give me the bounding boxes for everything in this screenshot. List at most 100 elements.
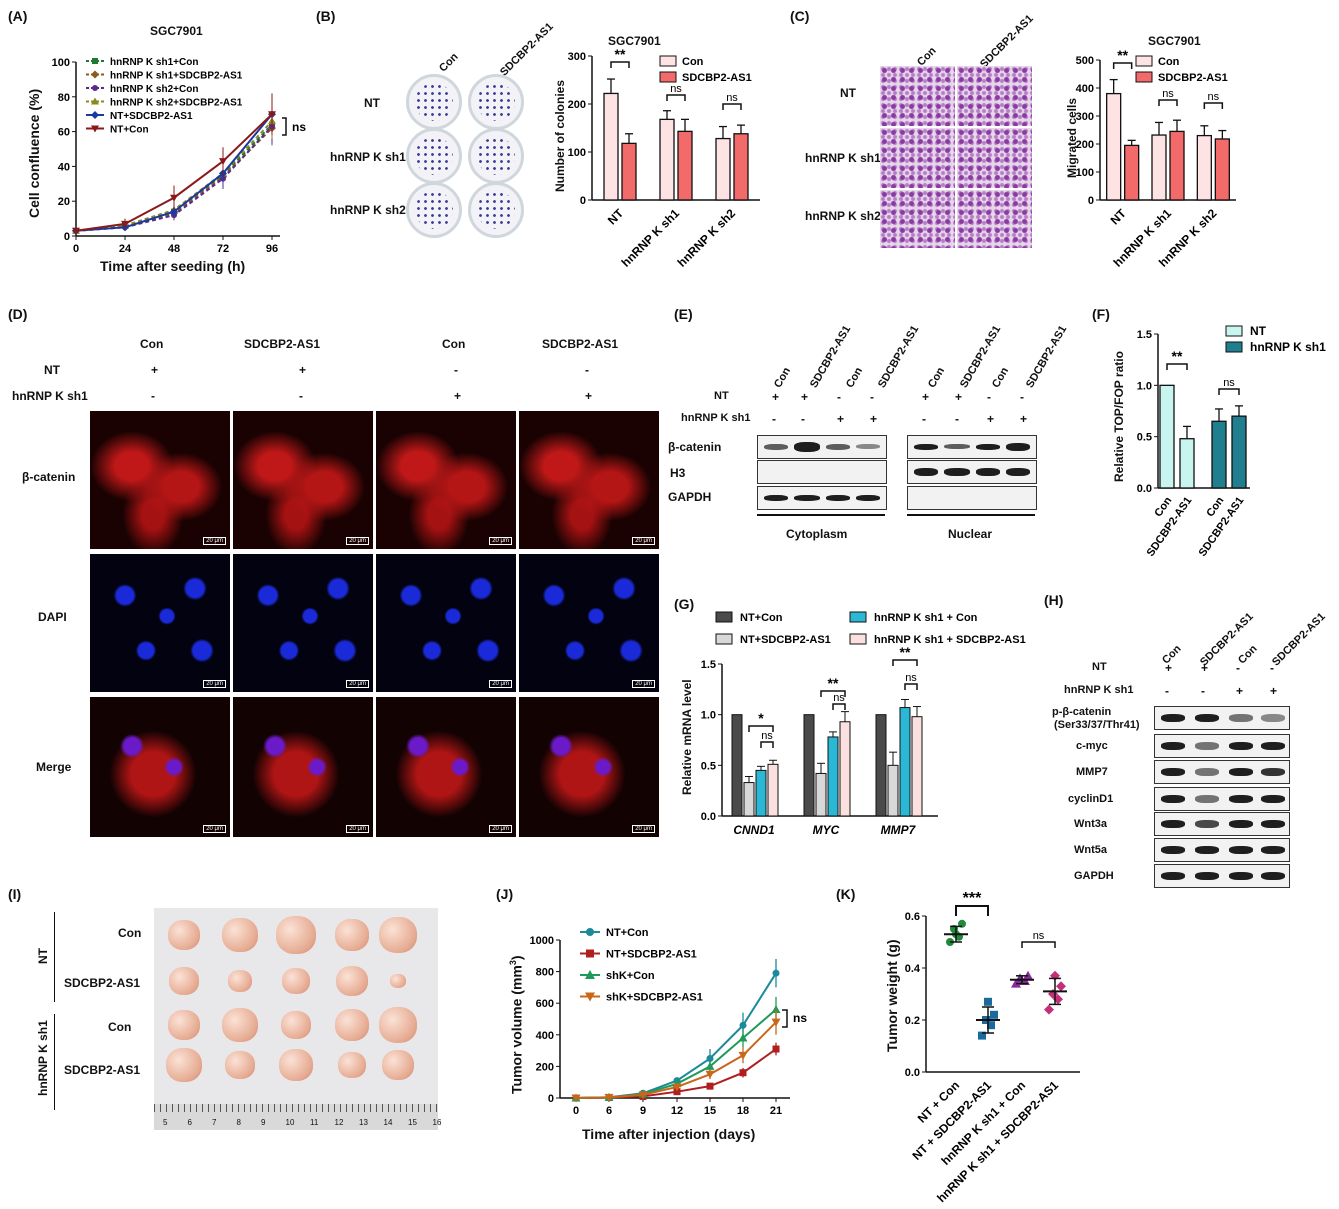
sign: -	[454, 363, 458, 377]
if-image-catenin: 20 μm	[232, 410, 374, 550]
y-tick-label: 1.0	[1137, 380, 1152, 392]
panel-a-label: (A)	[8, 8, 28, 24]
panel-c-label: (C)	[790, 8, 810, 24]
legend-label: hnRNP K sh2+SDCBP2-AS1	[110, 98, 243, 109]
legend-label: SDCBP2-AS1	[1158, 72, 1228, 84]
legend-label: shK+Con	[606, 970, 655, 982]
legend-label: NT	[1250, 324, 1267, 338]
sig-bracket-label: **	[828, 675, 839, 691]
migration-image	[957, 190, 1032, 248]
x-tick-label: 9	[640, 1105, 646, 1117]
tumor	[379, 917, 417, 953]
sig-bracket-label: **	[615, 46, 626, 62]
sign: +	[801, 390, 809, 404]
if-image-merge: 20 μm	[89, 696, 231, 838]
ruler-label: 10	[285, 1118, 295, 1127]
sig-bracket-label: **	[900, 644, 911, 660]
panel-h-row: GAPDH	[1074, 870, 1114, 882]
colony-dish	[468, 74, 524, 130]
panel-i-label: (I)	[8, 886, 22, 902]
sign: -	[151, 389, 155, 403]
ruler-label: 7	[212, 1118, 217, 1127]
sign: +	[1201, 661, 1209, 675]
sig-bracket-label: ns	[1033, 930, 1045, 942]
x-tick-label: 21	[770, 1105, 782, 1117]
sign: -	[870, 390, 874, 404]
y-tick-label: 1.0	[701, 710, 716, 722]
sign: +	[955, 390, 963, 404]
data-point	[990, 1010, 998, 1019]
panel-h-nt-label: NT	[1092, 661, 1107, 673]
sign: +	[772, 390, 780, 404]
sig-bracket	[955, 905, 989, 916]
y-tick-label: 300	[1076, 111, 1094, 123]
panel-b-row-sh2: hnRNP K sh2	[330, 203, 406, 217]
panel-h-row: cyclinD1	[1068, 793, 1114, 805]
y-tick-label: 100	[52, 57, 70, 69]
panel-h-label: (H)	[1044, 592, 1064, 608]
data-point	[738, 1033, 748, 1042]
y-tick-label: 100	[568, 147, 586, 159]
data-point	[604, 1093, 614, 1102]
migration-image	[957, 128, 1032, 188]
legend-label: NT+Con	[740, 612, 783, 624]
panel-d-nt-label: NT	[44, 363, 60, 377]
sign: -	[585, 363, 589, 377]
data-point	[672, 1083, 682, 1092]
ruler-label: 5	[163, 1118, 168, 1127]
ruler-label: 13	[359, 1118, 368, 1127]
if-image-catenin: 20 μm	[375, 410, 517, 550]
legend-label: Con	[682, 56, 704, 68]
ruler-label: 8	[236, 1118, 241, 1127]
sign: +	[1270, 684, 1278, 698]
panel-e-sh-label: hnRNP K sh1	[681, 412, 751, 424]
sig-bracket-label: **	[1117, 47, 1128, 63]
colony-dish	[406, 74, 462, 130]
x-tick-label: 72	[217, 243, 229, 255]
x-tick-label: CNND1	[733, 823, 775, 837]
western-blot-band	[1154, 706, 1290, 730]
data-point	[91, 70, 99, 79]
data-point	[170, 207, 178, 216]
tumor	[222, 918, 258, 952]
data-point	[739, 1021, 747, 1029]
legend-label: hnRNP K sh2+Con	[110, 84, 198, 95]
data-point	[978, 1031, 986, 1040]
sig-bracket	[1112, 62, 1133, 69]
western-blot-band	[1154, 734, 1290, 758]
panel-b-label: (B)	[316, 8, 336, 24]
y-tick-label: 400	[536, 1030, 554, 1042]
y-tick-label: 0	[548, 1093, 554, 1105]
western-blot-band	[1154, 787, 1290, 811]
western-blot-band	[757, 435, 887, 459]
panel-d-row-merge: Merge	[36, 760, 72, 774]
panel-h-row: c-myc	[1076, 740, 1108, 752]
y-tick-label: 200	[568, 99, 586, 111]
panel-b-chart-title: SGC7901	[608, 34, 661, 48]
tumor	[168, 920, 200, 950]
data-point	[268, 111, 276, 119]
y-tick-label: 0.0	[1137, 483, 1152, 495]
colony-dish	[468, 182, 524, 238]
tumor	[228, 970, 252, 992]
y-tick-label: 500	[1076, 55, 1094, 67]
tumor	[335, 919, 369, 951]
data-point	[585, 992, 595, 1002]
data-point	[673, 1088, 681, 1096]
panel-e-row: β-catenin	[668, 440, 722, 454]
y-tick-label: 0.5	[701, 760, 716, 772]
sig-bracket	[1166, 363, 1188, 370]
legend-label: hnRNP K sh1 + Con	[874, 612, 978, 624]
y-tick-label: 0.6	[905, 911, 920, 923]
panel-k-y-axis-label: Tumor weight (g)	[884, 939, 900, 1053]
sig-bracket-label: *	[758, 710, 764, 726]
if-image-merge: 20 μm	[375, 696, 517, 838]
legend-swatch	[849, 633, 867, 645]
if-image-dapi: 20 μm	[232, 553, 374, 693]
panel-i-row: Con	[118, 926, 142, 940]
legend-label: hnRNP K sh1+Con	[110, 57, 198, 68]
ruler-label: 6	[187, 1118, 192, 1127]
panel-g-bar-chart: 0.00.51.01.5CNND1*nsMYC**nsMMP7**nsNT+Co…	[701, 611, 1026, 837]
